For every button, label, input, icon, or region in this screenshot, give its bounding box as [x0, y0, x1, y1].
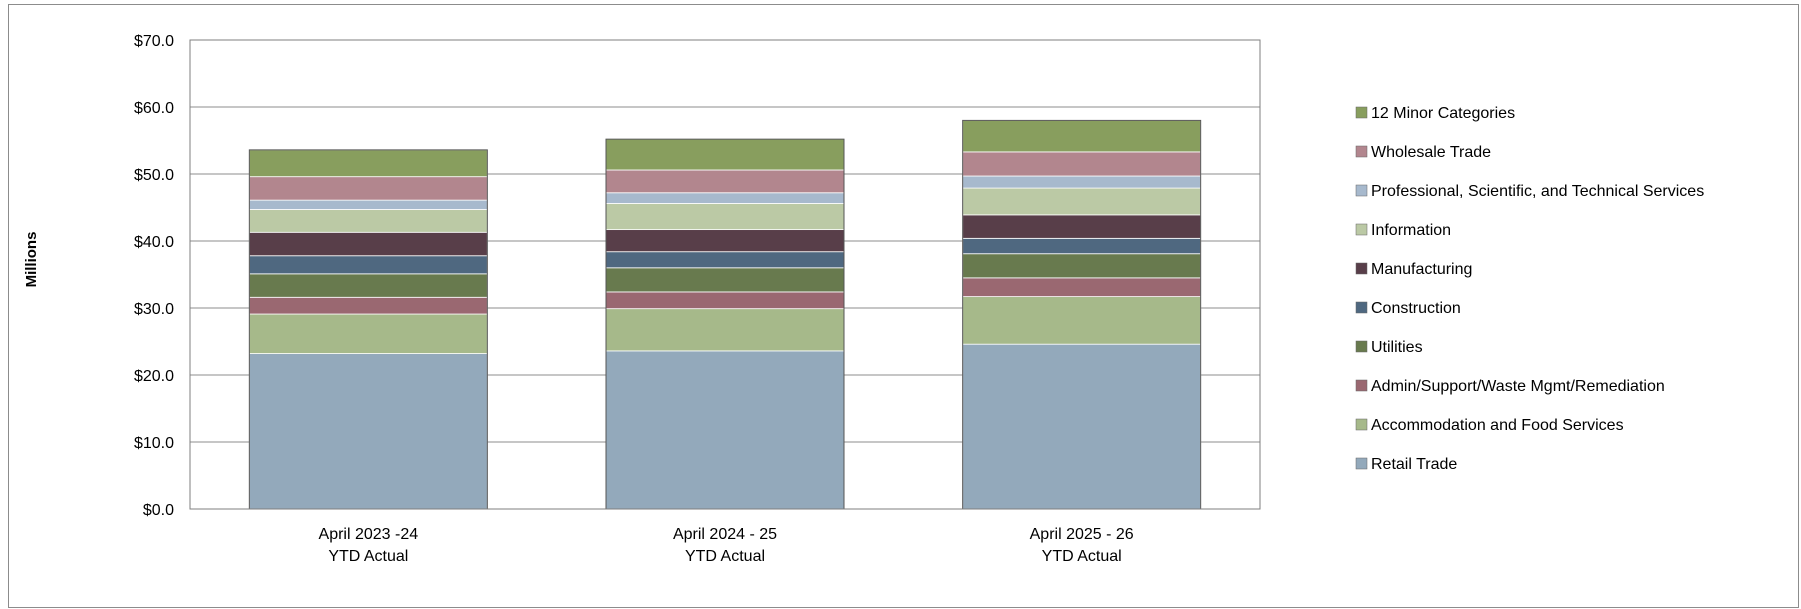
y-tick-label: $50.0	[134, 167, 174, 184]
bar-segment	[248, 353, 488, 510]
bar-segment	[962, 277, 1202, 298]
legend-swatch	[1355, 106, 1368, 119]
x-tick-labels: April 2023 -24 YTD Actual April 2024 - 25 Y…	[319, 526, 1134, 565]
bar-segment	[248, 273, 488, 298]
legend-swatch	[1355, 340, 1368, 353]
bar-segment	[248, 209, 488, 233]
bar-segment	[248, 176, 488, 201]
bar-segment	[605, 138, 845, 171]
bar-segment	[248, 296, 488, 315]
bar-segment	[605, 308, 845, 352]
legend-swatch	[1355, 145, 1368, 158]
bar-segment	[962, 296, 1202, 345]
bar-segment	[248, 313, 488, 354]
bar-segment	[248, 199, 488, 210]
legend-label: Manufacturing	[1371, 261, 1472, 278]
y-axis-label: Millions	[23, 232, 40, 288]
bar-segment	[605, 267, 845, 293]
legend: 12 Minor Categories Wholesale Trade Profes…	[1355, 105, 1704, 473]
legend-label: Utilities	[1371, 339, 1423, 356]
x-tick-label: April 2024 - 25	[673, 526, 777, 543]
y-tick-label: $20.0	[134, 368, 174, 385]
y-tick-label: $0.0	[143, 502, 174, 519]
bar-segment	[248, 149, 488, 178]
legend-swatch	[1355, 223, 1368, 236]
x-tick-label: YTD Actual	[685, 548, 765, 565]
legend-label: Retail Trade	[1371, 456, 1457, 473]
bar-segment	[962, 237, 1202, 255]
legend-label: Admin/Support/Waste Mgmt/Remediation	[1371, 378, 1665, 395]
x-tick-label: YTD Actual	[1042, 548, 1122, 565]
x-tick-label: April 2025 - 26	[1030, 526, 1134, 543]
legend-label: Wholesale Trade	[1371, 144, 1491, 161]
chart-frame	[8, 4, 1799, 608]
x-tick-label: YTD Actual	[328, 548, 408, 565]
legend-label: Information	[1371, 222, 1451, 239]
bar-segment	[605, 229, 845, 253]
bar-segment	[248, 255, 488, 275]
bar-segment	[962, 120, 1202, 153]
legend-swatch	[1355, 418, 1368, 431]
bar-segment	[962, 253, 1202, 279]
bar-segment	[605, 251, 845, 269]
legend-label: Construction	[1371, 300, 1461, 317]
bar-segment	[962, 187, 1202, 216]
y-tick-label: $30.0	[134, 301, 174, 318]
y-tick-labels: $0.0 $10.0 $20.0 $30.0 $40.0 $50.0 $60.0 $70.0	[134, 33, 174, 519]
bars	[248, 119, 1202, 510]
bar-segment	[962, 151, 1202, 177]
bar-segment	[248, 231, 488, 257]
legend-swatch	[1355, 262, 1368, 275]
legend-label: Professional, Scientific, and Technical …	[1371, 183, 1704, 200]
y-tick-label: $40.0	[134, 234, 174, 251]
bar-segment	[605, 350, 845, 510]
bar-segment	[605, 169, 845, 194]
bar-segment	[962, 175, 1202, 189]
bar-segment	[962, 343, 1202, 510]
bar-segment	[605, 291, 845, 310]
bar-segment	[605, 203, 845, 231]
legend-swatch	[1355, 379, 1368, 392]
legend-swatch	[1355, 301, 1368, 314]
legend-label: Accommodation and Food Services	[1371, 417, 1624, 434]
bar-segment	[605, 192, 845, 204]
legend-label: 12 Minor Categories	[1371, 105, 1515, 122]
y-tick-label: $70.0	[134, 33, 174, 50]
plot-area-border	[189, 39, 1261, 510]
legend-swatch	[1355, 184, 1368, 197]
x-tick-label: April 2023 -24	[319, 526, 419, 543]
y-tick-label: $10.0	[134, 435, 174, 452]
legend-swatch	[1355, 457, 1368, 470]
bar-segment	[962, 214, 1202, 239]
y-tick-label: $60.0	[134, 100, 174, 117]
